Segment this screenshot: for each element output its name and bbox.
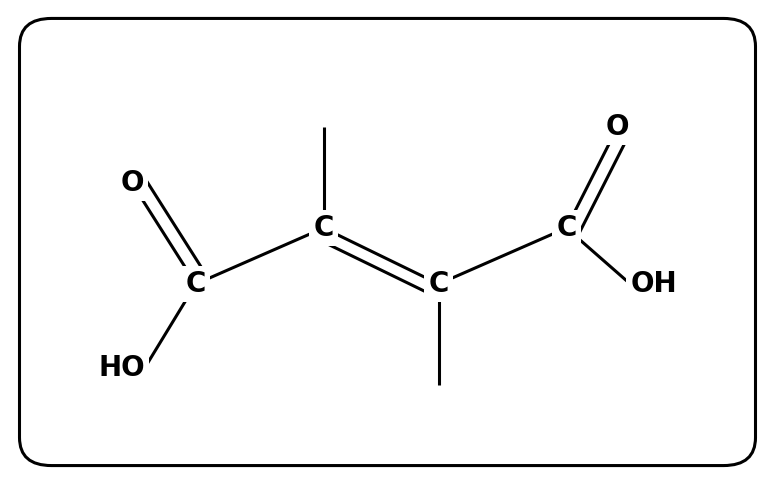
Text: O: O	[606, 113, 629, 141]
Text: C: C	[186, 270, 206, 298]
Text: C: C	[429, 270, 449, 298]
Text: C: C	[313, 214, 334, 242]
Text: OH: OH	[630, 270, 677, 298]
Text: O: O	[120, 169, 143, 197]
Text: C: C	[556, 214, 577, 242]
Text: HO: HO	[98, 354, 145, 382]
